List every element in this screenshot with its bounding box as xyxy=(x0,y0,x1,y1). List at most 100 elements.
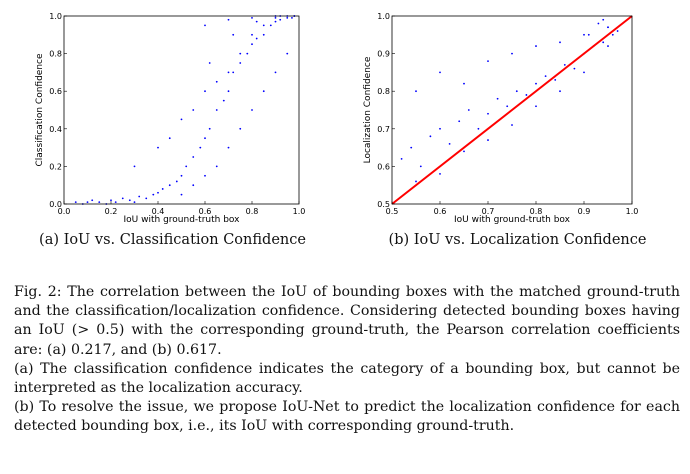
y-tick-label: 0.6 xyxy=(377,162,390,171)
scatter-point xyxy=(583,33,585,36)
scatter-point xyxy=(222,99,225,102)
scatter-point xyxy=(286,16,289,19)
scatter-point xyxy=(463,82,465,85)
scatter-point xyxy=(168,184,171,187)
scatter-point xyxy=(157,146,159,149)
x-tick-label: 0.6 xyxy=(199,207,212,216)
scatter-point xyxy=(597,22,600,25)
scatter-point xyxy=(573,67,576,70)
scatter-point xyxy=(227,146,230,149)
scatter-point xyxy=(145,197,148,200)
scatter-point xyxy=(227,18,230,21)
scatter-point xyxy=(204,137,206,140)
caption-paragraph-3: (b) To resolve the issue, we propose IoU… xyxy=(14,399,680,435)
scatter-point xyxy=(587,33,590,36)
scatter-plot-classification: 0.0 0.2 0.4 0.6 0.8 1.0 0.0 0.2 0.4 0.6 0.8 1.0 Io… xyxy=(35,12,306,225)
x-axis-label-a: IoU with ground-truth box xyxy=(124,215,241,225)
scatter-point xyxy=(554,79,557,81)
scatter-point xyxy=(251,16,253,19)
scatter-point xyxy=(204,174,206,177)
scatter-point xyxy=(239,52,242,55)
scatter-point xyxy=(439,127,441,130)
scatter-point xyxy=(602,41,605,44)
scatter-point xyxy=(487,60,489,63)
x-tick-label: 1.0 xyxy=(626,207,639,216)
scatter-point xyxy=(463,150,465,153)
x-axis-label-b: IoU with ground-truth box xyxy=(454,215,571,225)
scatter-point xyxy=(515,90,518,93)
x-tick-label: 1.0 xyxy=(293,207,306,216)
scatter-point xyxy=(511,124,513,126)
scatter-point xyxy=(180,193,183,196)
y-axis-label-b: Localization Confidence xyxy=(363,56,373,163)
y-ticks-a: 0.0 0.2 0.4 0.6 0.8 1.0 xyxy=(49,12,67,209)
scatter-point xyxy=(559,90,561,93)
scatter-point xyxy=(227,90,230,93)
scatter-point xyxy=(161,188,164,190)
x-tick-label: 0.2 xyxy=(105,207,118,216)
y-tick-label: 0.9 xyxy=(377,50,390,59)
y-axis-label-a: Classification Confidence xyxy=(35,53,45,166)
scatter-point xyxy=(168,137,171,140)
scatter-point xyxy=(262,24,265,27)
y-tick-label: 0.6 xyxy=(49,87,62,96)
scatter-point xyxy=(192,109,195,111)
scatter-point xyxy=(439,71,441,74)
scatter-point xyxy=(415,180,417,183)
scatter-point xyxy=(511,52,513,55)
scatter-point xyxy=(274,71,277,74)
x-tick-label: 0.4 xyxy=(152,207,165,216)
scatter-point xyxy=(114,201,117,204)
x-tick-label: 0.5 xyxy=(386,207,399,216)
scatter-point xyxy=(291,16,293,19)
x-ticks-b: 0.5 0.6 0.7 0.8 0.9 1.0 xyxy=(386,201,639,216)
scatter-point xyxy=(607,45,609,47)
scatter-point xyxy=(583,71,585,74)
scatter-point xyxy=(415,90,417,93)
scatter-point xyxy=(246,52,249,55)
x-tick-label: 0.8 xyxy=(530,207,543,216)
y-tick-label: 1.0 xyxy=(49,12,62,21)
reference-line xyxy=(391,15,633,205)
plot-frame-b xyxy=(391,15,633,205)
scatter-point xyxy=(215,165,218,168)
scatter-point xyxy=(208,62,211,64)
scatter-point xyxy=(616,30,619,32)
scatter-point xyxy=(180,174,183,177)
scatter-point xyxy=(98,201,101,204)
scatter-points-a xyxy=(74,15,296,205)
figure-caption: Fig. 2: The correlation between the IoU … xyxy=(14,283,680,437)
scatter-point xyxy=(274,20,277,23)
y-ticks-b: 0.5 0.6 0.7 0.8 0.9 1.0 xyxy=(377,12,395,209)
scatter-point xyxy=(255,37,258,40)
scatter-point xyxy=(429,135,432,138)
scatter-point xyxy=(496,97,499,100)
scatter-point xyxy=(535,105,537,108)
y-tick-label: 0.5 xyxy=(377,200,390,209)
scatter-point xyxy=(91,199,94,202)
caption-paragraph-2: (a) The classification confidence indica… xyxy=(14,360,680,397)
x-ticks-a: 0.0 0.2 0.4 0.6 0.8 1.0 xyxy=(58,201,306,216)
scatter-point xyxy=(286,52,289,55)
x-tick-label: 0.9 xyxy=(578,207,591,216)
scatter-point xyxy=(251,109,253,111)
scatter-point xyxy=(607,26,609,29)
scatter-point xyxy=(439,173,441,175)
scatter-point xyxy=(192,156,195,158)
scatter-point xyxy=(227,71,230,74)
scatter-point xyxy=(559,41,561,44)
scatter-point xyxy=(180,118,183,121)
scatter-point xyxy=(458,120,461,123)
scatter-point xyxy=(232,71,235,74)
y-tick-label: 1.0 xyxy=(377,12,390,21)
scatter-point xyxy=(602,18,605,21)
scatter-point xyxy=(255,20,258,23)
scatter-point xyxy=(611,33,614,36)
scatter-point xyxy=(192,184,195,187)
scatter-point xyxy=(239,62,242,64)
scatter-point xyxy=(175,180,178,183)
scatter-point xyxy=(410,146,413,149)
subcaption-a: (a) IoU vs. Classification Confidence xyxy=(39,232,306,248)
scatter-point xyxy=(208,127,211,130)
y-tick-label: 0.7 xyxy=(377,125,390,134)
